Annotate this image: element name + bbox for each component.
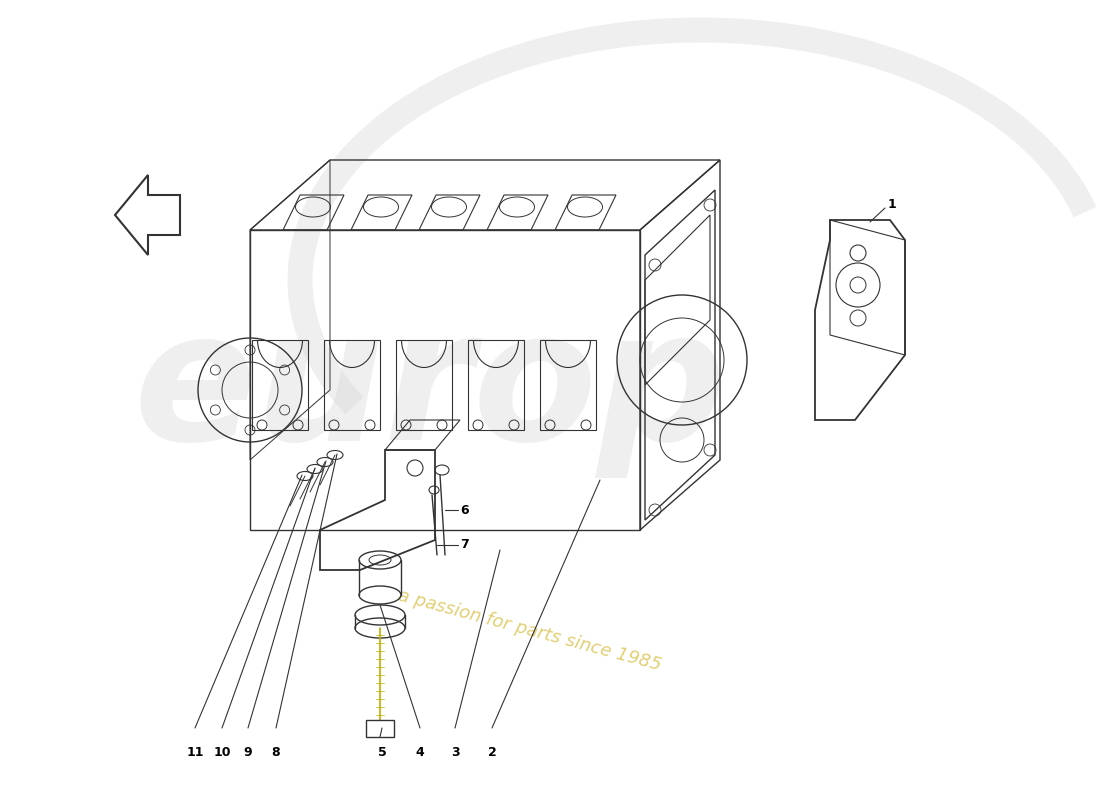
Text: 1: 1 <box>888 198 896 211</box>
Text: 3: 3 <box>451 746 460 759</box>
Text: 10: 10 <box>213 746 231 759</box>
Text: 9: 9 <box>244 746 252 759</box>
Text: a passion for parts since 1985: a passion for parts since 1985 <box>396 586 663 674</box>
Text: 11: 11 <box>186 746 204 759</box>
Text: 8: 8 <box>272 746 280 759</box>
Text: europ: europ <box>133 302 727 478</box>
Text: 6: 6 <box>460 503 469 517</box>
Text: 2: 2 <box>487 746 496 759</box>
Text: 5: 5 <box>377 746 386 759</box>
Text: 7: 7 <box>460 538 469 551</box>
Text: 4: 4 <box>416 746 425 759</box>
